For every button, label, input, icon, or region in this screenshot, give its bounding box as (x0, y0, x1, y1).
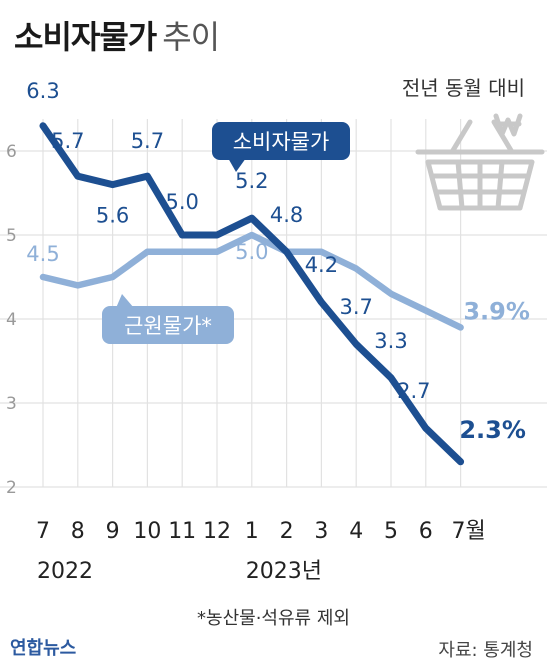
x-tick-label: 4 (349, 519, 363, 544)
year-label: 2022 (37, 559, 93, 584)
x-tick-label: 6 (419, 519, 433, 544)
cpi-value-label: 5.7 (131, 129, 164, 153)
cpi-value-label: 5.6 (96, 204, 129, 228)
x-tick-label: 12 (203, 519, 231, 544)
cpi-value-label: 5.0 (165, 190, 198, 214)
publisher-logo: 연합뉴스 (10, 634, 76, 660)
y-tick-label: 6 (6, 142, 17, 162)
cpi-value-label: 5.7 (51, 129, 84, 153)
source-note: 자료: 통계청 (438, 640, 533, 661)
cpi-series-label-box (212, 122, 350, 160)
cpi-value-label: 2.3% (459, 416, 526, 444)
cpi-value-label: 3.3 (374, 329, 407, 353)
y-tick-label: 2 (6, 478, 17, 498)
core-value-label: 5.0 (235, 240, 268, 264)
cpi-value-label: 4.8 (270, 203, 303, 227)
x-tick-label: 8 (71, 519, 85, 544)
x-tick-label: 7 (36, 519, 50, 544)
series-line-core (39, 231, 464, 331)
x-tick-label: 10 (133, 519, 161, 544)
core-series-label-pointer (116, 294, 134, 308)
title-main: 소비자물가 (14, 18, 157, 56)
cpi-series-label-text: 소비자물가 (233, 130, 330, 154)
cpi-series-label-pointer (228, 158, 246, 172)
y-tick-label: 4 (6, 310, 17, 330)
core-value-label: 3.9% (463, 297, 530, 325)
core-series-label: 근원물가* (102, 294, 234, 344)
series-line-cpi (39, 122, 465, 466)
data-labels: 6.3 5.7 5.6 5.7 5.0 5.24.8 4.23.73.3 2.7 2.3% 4.5… (26, 79, 530, 444)
cpi-value-label: 6.3 (26, 79, 59, 103)
x-tick-label: 7월 (451, 519, 485, 544)
core-series-label-text: 근원물가* (124, 314, 212, 338)
title-sub: 추이 (162, 18, 220, 56)
cpi-series-label: 소비자물가 (212, 122, 350, 172)
logo-text: 연합뉴스 (10, 638, 77, 659)
x-tick-label: 11 (168, 519, 196, 544)
series-lines (39, 122, 465, 466)
year-label: 2023년 (246, 559, 322, 584)
core-value-label: 4.5 (26, 242, 59, 266)
x-tick-label: 2 (280, 519, 294, 544)
y-tick-label: 3 (6, 394, 17, 414)
x-tick-label: 3 (314, 519, 328, 544)
footnote: *농산물·석유류 제외 (197, 608, 350, 629)
cpi-value-label: 4.2 (305, 253, 338, 277)
x-tick-label: 9 (106, 519, 120, 544)
cpi-value-label: 2.7 (397, 379, 430, 403)
chart-title: 소비자물가 추이 (14, 12, 220, 58)
y-tick-label: 5 (6, 226, 17, 246)
cpi-value-label: 5.2 (235, 169, 268, 193)
cpi-value-label: 3.7 (339, 295, 372, 319)
x-tick-label: 5 (384, 519, 398, 544)
core-series-label-box (102, 306, 234, 344)
x-tick-label: 1 (245, 519, 259, 544)
shopping-basket-won-icon (415, 113, 545, 211)
unit-label: 전년 동월 대비 (401, 76, 525, 100)
y-axis-ticks: 2 3 4 5 6 (6, 142, 17, 498)
